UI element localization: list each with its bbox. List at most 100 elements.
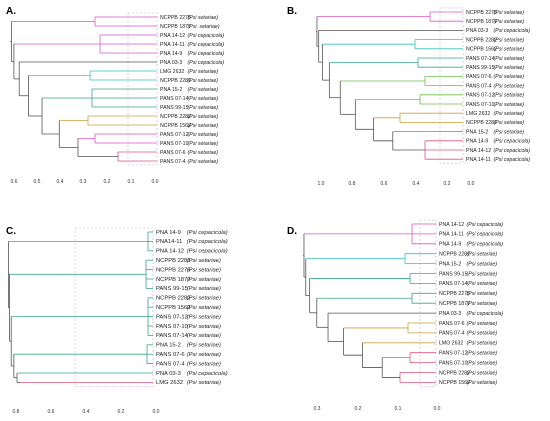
panel-a-leaf-species: (Psi setariae) xyxy=(188,15,219,21)
panel-c-leaf-strain: PNA 14-9 xyxy=(156,230,181,236)
panel-c-leaf-species: (Psi setariae) xyxy=(187,286,221,292)
panel-c-leaf-species: (Psi cepacicola) xyxy=(187,230,228,236)
panel-b-label: B. xyxy=(287,6,297,17)
panel-c-leaf-species: (Psi setariae) xyxy=(187,305,221,311)
panel-b-leaf-strain: NCPPB 2275 xyxy=(466,10,497,16)
panel-b-leaf-species: (Psi setariae) xyxy=(494,74,525,80)
panel-c-leaf-strain: PANS 07-14 xyxy=(156,333,189,339)
panel-a-leaf-strain: PNA 14-11 xyxy=(160,42,185,48)
panel-b-leaf-strain: PNA 14-9 xyxy=(466,139,488,145)
panel-c-leaf-species: (Psi setariae) xyxy=(187,277,221,283)
panel-d-axis-tick: 0.2 xyxy=(355,406,362,412)
panel-c-leaf-species: (Psi setariae) xyxy=(187,333,221,339)
panel-c-leaf-species: (Psi setariae) xyxy=(187,314,221,320)
panel-a-leaf-species: (Psi setariae) xyxy=(188,87,219,93)
panel-a-axis-tick: 0.3 xyxy=(80,179,87,185)
panel-b-leaf-species: (Psi setariae) xyxy=(494,83,525,89)
panel-b-leaf-strain: NCPPB 1562 xyxy=(466,47,497,53)
panel-c-label: C. xyxy=(6,226,16,237)
panel-d-leaf-strain: NCPPB 1877 xyxy=(439,301,470,307)
panel-b-leaf-species: (Psi cepacicola) xyxy=(494,157,531,163)
panel-d-leaf-species: (Psi setariae) xyxy=(467,252,498,258)
panel-c-leaf-strain: PNA 15-2 xyxy=(156,343,181,349)
panel-b-leaf-species: (Psi setariae) xyxy=(494,65,525,71)
panel-a-leaf-strain: PANS 07-14 xyxy=(160,96,189,102)
panel-c-leaf-species: (Psi setariae) xyxy=(187,343,221,349)
panel-c-leaf-species: (Psi setariae) xyxy=(187,267,221,273)
panel-b-leaf-species: (Psi setariae) xyxy=(494,19,525,25)
panel-b-leaf-strain: NCPPB 2281 xyxy=(466,120,497,126)
panel-d-leaf-species: (Psi setariae) xyxy=(467,331,498,337)
panel-d-leaf-strain: NCPPB 2275 xyxy=(439,291,470,297)
panel-d-leaf-strain: PANS 07-10 xyxy=(439,360,468,366)
panel-d-leaf-strain: PNA 14-11 xyxy=(439,232,464,238)
panel-a-leaf-strain: PANS 07-4 xyxy=(160,159,186,165)
panel-b-axis-tick: 0.4 xyxy=(413,181,420,187)
panel-c-axis-tick: 0.6 xyxy=(48,409,55,415)
panel-a-leaf-strain: PNA 14-12 xyxy=(160,33,185,39)
panel-a-leaf-species: (Psi cepacicola) xyxy=(188,60,225,66)
panel-d-leaf-species: (Psi setariae) xyxy=(467,370,498,376)
panel-b-leaf-strain: PNA 15-2 xyxy=(466,129,488,135)
panel-a-leaf-species: (Psi. setariae) xyxy=(188,24,220,30)
panel-a-axis-tick: 0.5 xyxy=(34,179,41,185)
panel-b-axis-tick: 0.6 xyxy=(381,181,388,187)
panel-d-leaf-species: (Psi cepacicola) xyxy=(467,222,504,228)
panel-d-leaf-species: (Psi setariae) xyxy=(467,271,498,277)
panel-b-leaf-species: (Psi setariae) xyxy=(494,102,525,108)
panel-c-leaf-strain: PANS 07-10 xyxy=(156,324,188,330)
panel-c-axis-tick: 0.4 xyxy=(83,409,90,415)
panel-a-leaf-species: (Psi setariae) xyxy=(188,150,219,156)
panel-c-leaf-strain: PNA 14-12 xyxy=(156,249,184,255)
panel-c-leaf-species: (Psi cepacicola) xyxy=(187,371,228,377)
panel-b-leaf-strain: PNA 14-11 xyxy=(466,157,491,163)
panel-a-leaf-strain: PANS 99-15 xyxy=(160,105,189,111)
panel-b-leaf-species: (Psi cepacicola) xyxy=(494,148,531,154)
panel-b-leaf-species: (Psi cepacicola) xyxy=(494,139,531,145)
panel-a-leaf-species: (Psi setariae) xyxy=(188,159,219,165)
panel-b-leaf-strain: PNA 14-12 xyxy=(466,148,491,154)
panel-d-leaf-strain: PANS 07-14 xyxy=(439,281,468,287)
panel-a-leaf-species: (Psi setariae) xyxy=(188,78,219,84)
panel-a-leaf-species: (Psi setariae) xyxy=(188,141,219,147)
panel-b-leaf-species: (Psi setariae) xyxy=(494,37,525,43)
panel-c-axis-tick: 0.2 xyxy=(118,409,125,415)
panel-a-leaf-species: (Psi cepacicola) xyxy=(188,51,225,57)
panel-d-leaf-species: (Psi setariae) xyxy=(467,281,498,287)
panel-d-axis-tick: 0.1 xyxy=(395,406,402,412)
panel-b-leaf-species: (Psi setariae) xyxy=(494,10,525,16)
panel-a-axis-tick: 0.2 xyxy=(104,179,111,185)
panel-c-leaf-species: (Psi setariae) xyxy=(187,361,221,367)
panel-b-leaf-species: (Psi setariae) xyxy=(494,93,525,99)
panel-d-leaf-strain: NCPPB 2282 xyxy=(439,370,470,376)
panel-c-axis-tick: 0.8 xyxy=(13,409,20,415)
panel-b-axis-tick: 0.8 xyxy=(349,181,356,187)
panel-c-leaf-strain: NCPPB 2282 xyxy=(156,296,190,302)
panel-b-leaf-strain: NCPPB 1877 xyxy=(466,19,497,25)
panel-a-leaf-strain: LMG 2632 xyxy=(160,69,184,75)
panel-a-leaf-strain: PNA 03-3 xyxy=(160,60,182,66)
panel-b-leaf-species: (Psi setariae) xyxy=(494,111,525,117)
panel-d-leaf-species: (Psi cepacicola) xyxy=(467,242,504,248)
panel-b-leaf-strain: NCPPB 2282 xyxy=(466,37,497,43)
panel-b-leaf-strain: PANS 07-12 xyxy=(466,93,495,99)
panel-d-leaf-strain: PANS 07-6 xyxy=(439,321,465,327)
panel-d-leaf-species: (Psi setariae) xyxy=(467,261,498,267)
panel-c-leaf-strain: PANS 07-12 xyxy=(156,314,188,320)
panel-a-leaf-species: (Psi setariae) xyxy=(188,114,219,120)
panel-c-leaf-strain: LMG 2632 xyxy=(156,380,183,386)
panel-c-leaf-strain: PANS 99-15 xyxy=(156,286,188,292)
panel-b-leaf-strain: LMG 2632 xyxy=(466,111,490,117)
panel-a-axis-tick: 0.6 xyxy=(11,179,18,185)
panel-b-axis-tick: 0.0 xyxy=(468,181,475,187)
panel-a-leaf-strain: PNA 14-9 xyxy=(160,51,182,57)
panel-a-leaf-species: (Psi setariae) xyxy=(188,132,219,138)
panel-d-leaf-species: (Psi setariae) xyxy=(467,360,498,366)
panel-d-leaf-strain: PNA 15-2 xyxy=(439,261,461,267)
panel-d-leaf-strain: PANS 07-12 xyxy=(439,351,468,357)
panel-c-guide-box xyxy=(74,227,154,387)
panel-c-axis-tick: 0.0 xyxy=(153,409,160,415)
panel-a-leaf-strain: NCPPB 1877 xyxy=(160,24,191,30)
panel-a-leaf-species: (Psi cepacicola) xyxy=(188,33,225,39)
panel-b-leaf-strain: PNA 03-3 xyxy=(466,28,488,34)
